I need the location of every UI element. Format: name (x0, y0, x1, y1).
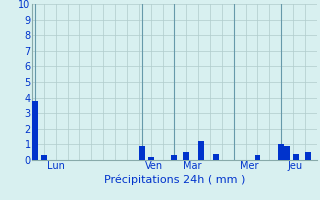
Bar (32, 101, 38, 160)
Bar (172, 155, 177, 160)
Bar (41, 155, 47, 160)
Bar (284, 146, 290, 160)
Bar (278, 144, 284, 160)
Bar (305, 152, 311, 160)
X-axis label: Précipitations 24h ( mm ): Précipitations 24h ( mm ) (104, 174, 245, 185)
Bar (293, 154, 299, 160)
Bar (213, 154, 219, 160)
Bar (148, 157, 154, 160)
Bar (198, 141, 204, 160)
Bar (139, 146, 145, 160)
Bar (183, 152, 189, 160)
Bar (254, 155, 260, 160)
